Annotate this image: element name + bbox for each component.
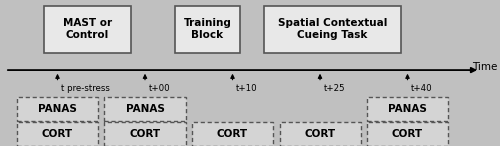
Text: t+25: t+25: [324, 84, 345, 93]
Text: CORT: CORT: [42, 129, 73, 139]
Text: CORT: CORT: [304, 129, 336, 139]
Text: PANAS: PANAS: [388, 104, 427, 114]
Text: CORT: CORT: [130, 129, 160, 139]
Bar: [192, 121, 273, 146]
Bar: [17, 97, 98, 121]
Text: Time: Time: [472, 62, 498, 72]
Bar: [367, 97, 448, 121]
Text: t+00: t+00: [148, 84, 170, 93]
Text: CORT: CORT: [217, 129, 248, 139]
Bar: [44, 6, 131, 53]
Text: CORT: CORT: [392, 129, 423, 139]
Bar: [175, 6, 240, 53]
Text: Training
Block: Training Block: [184, 18, 232, 40]
Text: PANAS: PANAS: [38, 104, 77, 114]
Text: t pre-stress: t pre-stress: [61, 84, 110, 93]
Bar: [264, 6, 402, 53]
Text: MAST or
Control: MAST or Control: [63, 18, 112, 40]
Bar: [17, 121, 98, 146]
Text: t+40: t+40: [411, 84, 432, 93]
Text: PANAS: PANAS: [126, 104, 164, 114]
Bar: [104, 121, 186, 146]
Text: Spatial Contextual
Cueing Task: Spatial Contextual Cueing Task: [278, 18, 387, 40]
Bar: [367, 121, 448, 146]
Text: t+10: t+10: [236, 84, 258, 93]
Bar: [280, 121, 360, 146]
Bar: [104, 97, 186, 121]
